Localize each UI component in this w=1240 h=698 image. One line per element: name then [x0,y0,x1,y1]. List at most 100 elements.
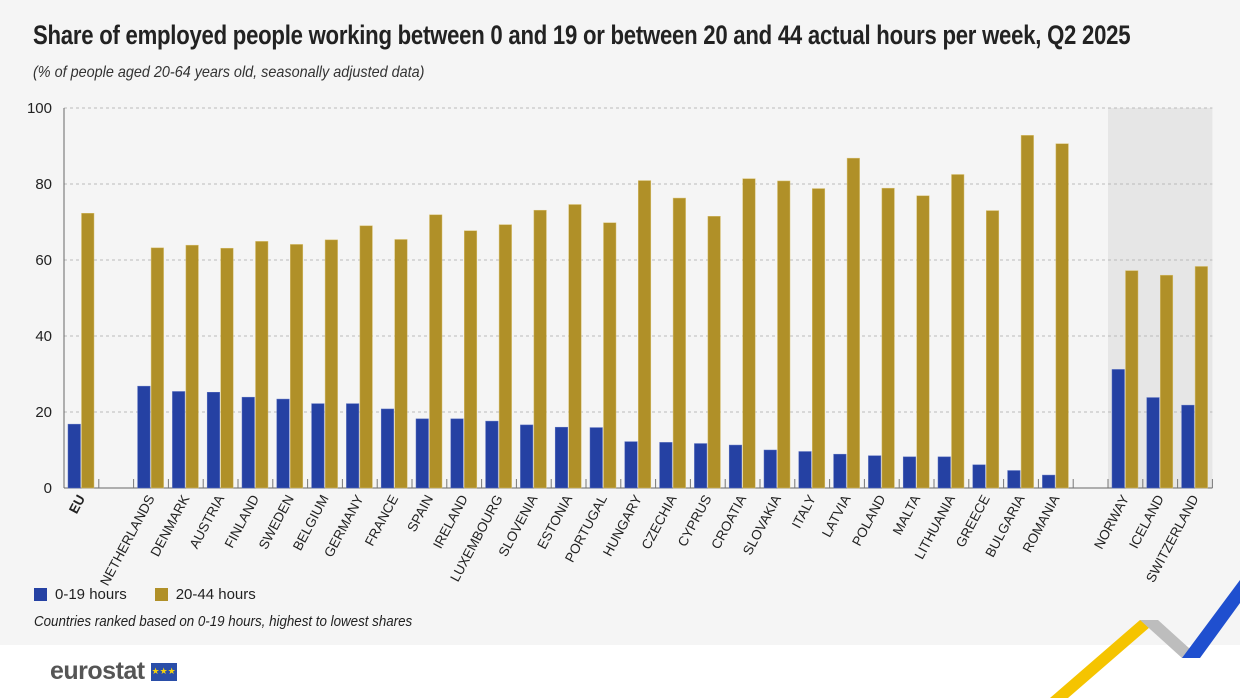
logo-text: eurostat [50,657,145,685]
bar-belgium-0-19 [311,403,325,489]
x-tick-label: GREECE [953,492,993,549]
ranking-note: Countries ranked based on 0-19 hours, hi… [34,614,413,630]
bar-luxembourg-0-19 [485,420,499,489]
bar-hungary-20-44 [638,180,652,489]
x-tick-label: POLAND [849,492,888,548]
bar-malta-0-19 [902,456,916,489]
legend-item-20-44: 20-44 hours [154,586,256,603]
x-tick-label: FINLAND [222,492,262,550]
bar-lithuania-20-44 [951,174,965,489]
bar-latvia-0-19 [833,453,847,489]
bar-eu-0-19 [67,423,81,489]
y-tick-label: 0 [44,480,52,497]
bar-luxembourg-20-44 [498,224,512,489]
bar-switzerland-0-19 [1181,404,1195,489]
x-tick-label: FRANCE [362,492,401,548]
bar-norway-0-19 [1111,369,1125,489]
bar-hungary-0-19 [624,441,638,489]
bar-eu-20-44 [81,213,95,489]
bar-bulgaria-20-44 [1020,135,1034,489]
bar-greece-0-19 [972,464,986,489]
footer [0,645,1240,698]
bar-netherlands-0-19 [137,385,151,489]
legend: 0-19 hours 20-44 hours [34,586,256,603]
bar-sweden-0-19 [276,398,290,489]
legend-swatch-0-19 [34,588,47,601]
y-tick-label: 40 [35,328,52,345]
bar-germany-20-44 [359,225,373,489]
legend-label: 0-19 hours [55,586,127,603]
bar-latvia-20-44 [846,157,860,489]
bar-france-0-19 [380,408,394,489]
bar-slovenia-0-19 [520,424,534,489]
blue-stripe [1162,580,1240,658]
y-tick-label: 80 [35,176,52,193]
x-tick-label: SPAIN [404,492,436,534]
bar-slovakia-20-44 [777,180,791,489]
legend-item-0-19: 0-19 hours [34,586,127,603]
x-tick-label: CZECHIA [639,492,680,551]
bar-romania-0-19 [1042,474,1056,489]
bar-finland-0-19 [241,396,255,489]
bar-spain-0-19 [415,418,429,489]
bar-switzerland-20-44 [1194,266,1208,489]
bar-lithuania-0-19 [937,456,951,489]
bar-poland-20-44 [881,187,895,489]
yellow-stripe [1050,620,1158,698]
y-tick-label: 60 [35,252,52,269]
chart-subtitle: (% of people aged 20-64 years old, seaso… [33,64,425,81]
bar-croatia-20-44 [742,178,756,489]
bar-slovenia-20-44 [533,209,547,489]
bar-austria-0-19 [206,391,220,489]
bar-czechia-0-19 [659,442,673,489]
y-tick-label: 20 [35,404,52,421]
bar-portugal-0-19 [589,427,603,489]
bar-slovakia-0-19 [763,449,777,489]
bar-portugal-20-44 [603,222,617,489]
bar-cyprus-20-44 [707,216,721,489]
bar-bulgaria-0-19 [1007,470,1021,489]
bar-italy-20-44 [812,188,826,489]
x-tick-label: ITALY [789,492,819,530]
bar-ireland-20-44 [464,230,478,489]
chart-title: Share of employed people working between… [33,20,1131,50]
x-tick-label: MALTA [890,492,923,537]
bar-croatia-0-19 [728,444,742,489]
eurostat-logo: eurostat ★★★ [50,657,177,686]
bar-belgium-20-44 [324,239,338,489]
bar-iceland-0-19 [1146,397,1160,489]
bar-czechia-20-44 [672,197,686,489]
bar-iceland-20-44 [1160,274,1174,489]
x-tick-label: NETHERLANDS [97,492,157,588]
x-tick-label: AUSTRIA [187,492,228,551]
bar-france-20-44 [394,239,408,489]
bar-sweden-20-44 [290,244,304,489]
bar-finland-20-44 [255,241,269,489]
bar-ireland-0-19 [450,418,464,489]
legend-label: 20-44 hours [175,586,256,603]
bar-malta-20-44 [916,195,930,489]
x-tick-label: EU [66,492,88,516]
bar-italy-0-19 [798,451,812,489]
bar-greece-20-44 [986,210,1000,489]
x-tick-label: LATVIA [819,492,854,539]
decorative-chevrons [1050,580,1240,698]
eu-flag-icon: ★★★ [150,662,177,681]
y-tick-label: 100 [27,100,52,117]
bar-cyprus-0-19 [694,443,708,489]
bar-germany-0-19 [346,403,360,489]
bar-norway-20-44 [1125,270,1139,489]
bar-estonia-20-44 [568,204,582,489]
bar-poland-0-19 [868,455,882,489]
bar-denmark-20-44 [185,244,199,489]
bar-austria-20-44 [220,247,234,489]
bar-spain-20-44 [429,214,443,489]
grey-stripe [1140,620,1200,658]
bar-netherlands-20-44 [150,247,164,489]
bar-denmark-0-19 [172,391,186,489]
bar-romania-20-44 [1055,143,1069,489]
legend-swatch-20-44 [154,588,168,601]
x-tick-label: CYPRUS [675,492,715,549]
bar-estonia-0-19 [554,426,568,489]
